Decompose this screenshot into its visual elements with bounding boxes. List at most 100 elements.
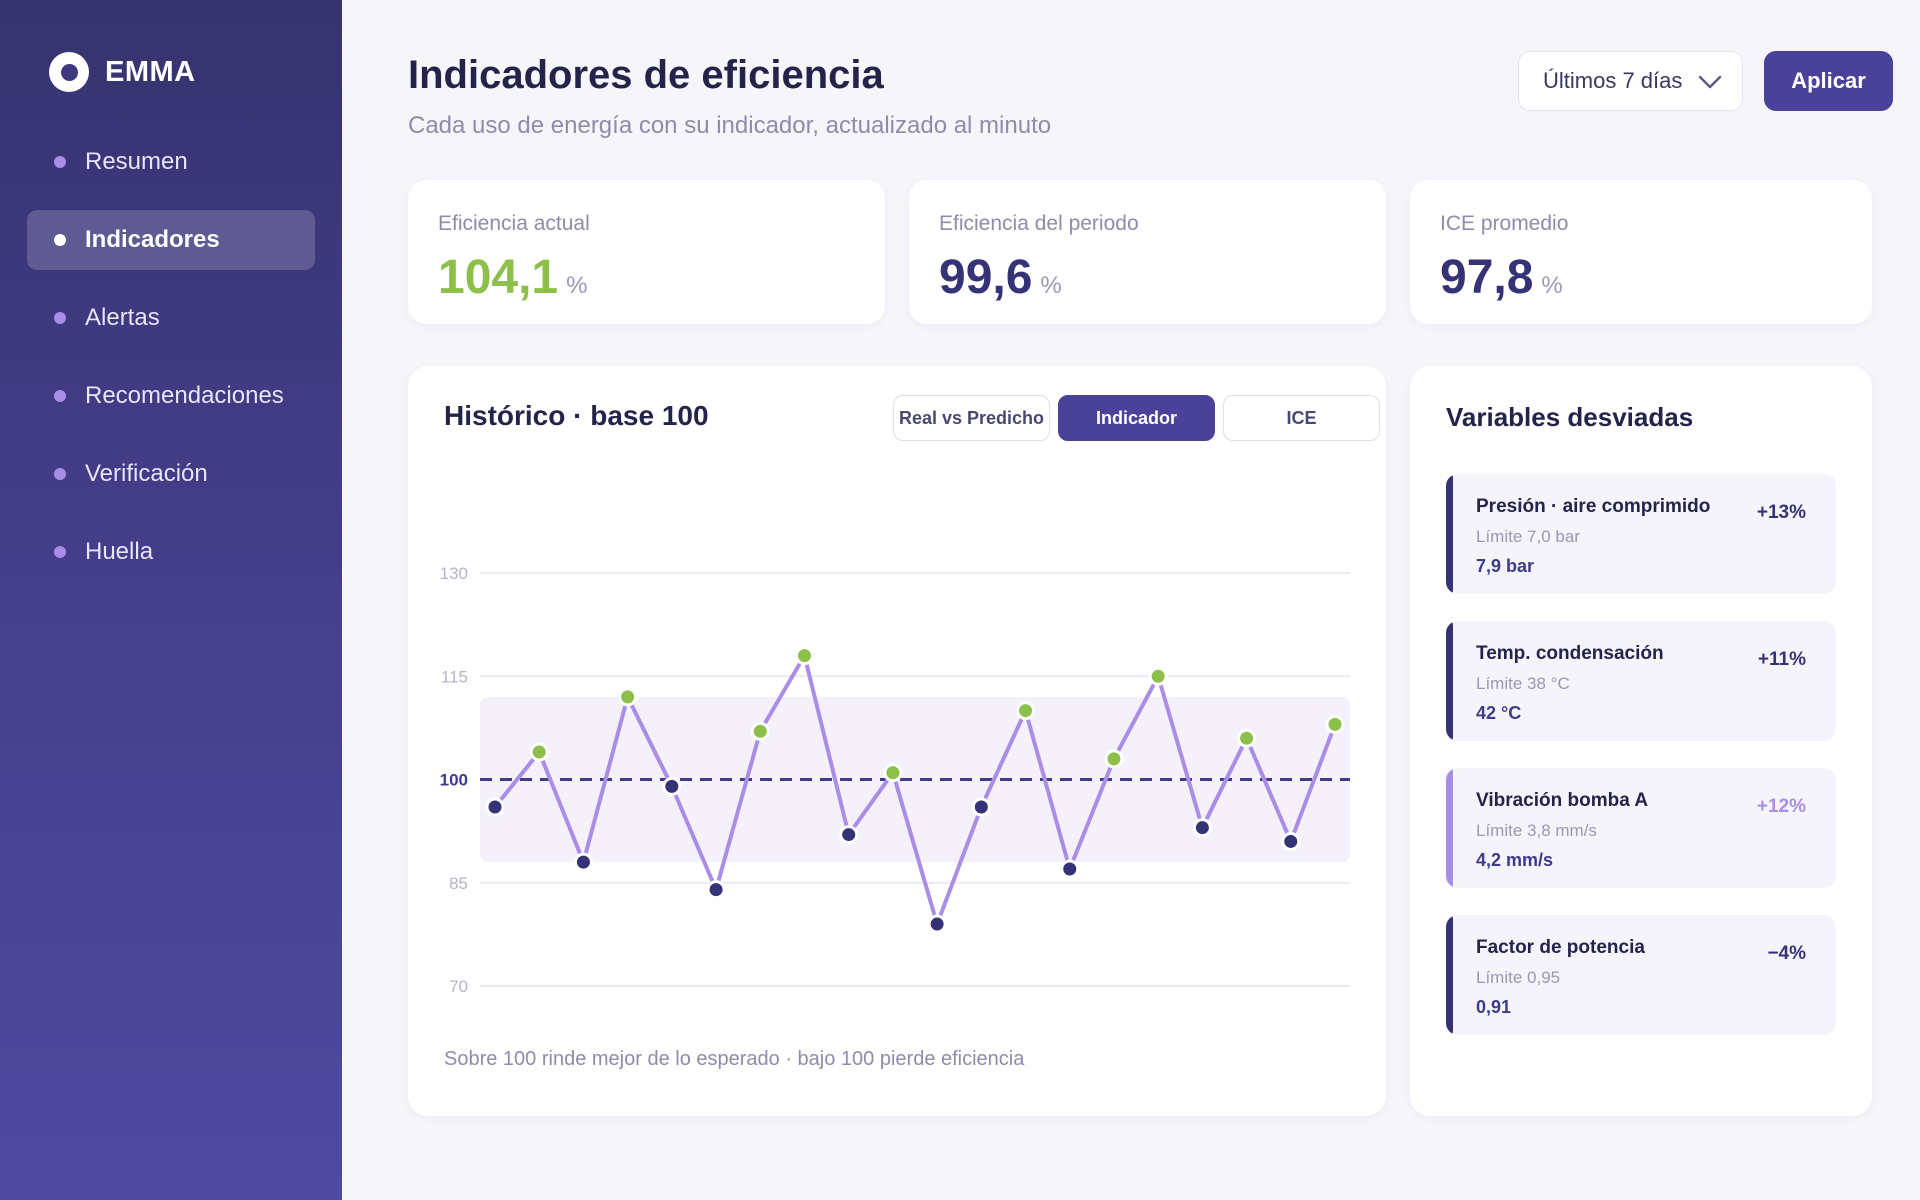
variable-delta: +11% <box>1757 649 1806 670</box>
variable-card[interactable]: Factor de potencia Límite 0,95 0,91 −4% <box>1446 915 1836 1035</box>
sidebar-item-indicadores[interactable]: Indicadores <box>27 210 315 270</box>
dot-icon <box>54 156 66 168</box>
data-point <box>485 797 505 817</box>
variable-accent-bar <box>1446 915 1453 1035</box>
data-point <box>662 776 682 796</box>
data-point <box>618 687 638 707</box>
variable-name: Presión · aire comprimido <box>1476 496 1711 517</box>
sidebar-item-huella[interactable]: Huella <box>27 522 315 582</box>
y-tick-label: 115 <box>441 667 468 686</box>
kpi-unit: % <box>1040 272 1062 299</box>
sidebar-item-label: Huella <box>85 538 154 565</box>
data-point <box>1148 666 1168 686</box>
data-point <box>1060 859 1080 879</box>
variable-value: 42 °C <box>1476 703 1522 723</box>
chart-tabs: Real vs Predicho Indicador ICE <box>893 395 1388 441</box>
data-point <box>971 797 991 817</box>
variable-limit: Límite 0,95 <box>1476 968 1561 987</box>
kpi-number: 99,6 <box>939 251 1033 304</box>
kpi-number: 104,1 <box>438 251 559 304</box>
brand[interactable]: EMMA <box>49 52 196 92</box>
page-title: Indicadores de eficiencia <box>408 53 884 97</box>
data-point <box>1192 818 1212 838</box>
sidebar-item-label: Alertas <box>85 304 160 331</box>
period-select[interactable]: Últimos 7 días <box>1518 51 1743 111</box>
variables-title: Variables desviadas <box>1446 402 1694 432</box>
data-point <box>573 852 593 872</box>
tab-indicador[interactable]: Indicador <box>1058 395 1215 441</box>
app-name: EMMA <box>105 55 196 88</box>
chart-note: Sobre 100 rinde mejor de lo esperado · b… <box>444 1048 1025 1070</box>
variable-delta: +12% <box>1756 796 1806 817</box>
variable-limit: Límite 38 °C <box>1476 674 1570 693</box>
data-point <box>529 742 549 762</box>
history-chart-panel: 130 115 100 85 70 Histórico · base 100 Real … <box>408 366 1386 1116</box>
variable-name: Factor de potencia <box>1476 937 1645 958</box>
data-point <box>927 914 947 934</box>
logo-icon <box>49 52 89 92</box>
kpi-number: 97,8 <box>1440 251 1534 304</box>
kpi-card-eficiencia-periodo: Eficiencia del periodo 99,6 % <box>909 180 1386 324</box>
deviated-variables-panel: Variables desviadas Presión · aire compr… <box>1410 366 1872 1116</box>
variable-limit: Límite 7,0 bar <box>1476 527 1580 546</box>
tab-ice[interactable]: ICE <box>1223 395 1380 441</box>
y-tick-label: 100 <box>440 771 468 790</box>
period-select-value: Últimos 7 días <box>1543 68 1683 93</box>
data-point <box>1016 701 1036 721</box>
y-tick-label: 85 <box>449 874 468 893</box>
kpi-label: ICE promedio <box>1440 212 1569 235</box>
data-point <box>883 763 903 783</box>
chevron-down-icon <box>1698 75 1722 89</box>
dot-icon <box>54 234 66 246</box>
chart-title: Histórico · base 100 <box>444 400 709 431</box>
history-chart: 130 115 100 85 70 <box>440 564 1350 996</box>
data-point <box>794 646 814 666</box>
sidebar-item-label: Verificación <box>85 460 208 487</box>
variable-accent-bar <box>1446 474 1453 594</box>
variable-value: 4,2 mm/s <box>1476 850 1554 870</box>
series-line <box>493 653 1337 927</box>
kpi-unit: % <box>1541 272 1563 299</box>
sidebar-item-recomendaciones[interactable]: Recomendaciones <box>27 366 315 426</box>
variable-accent-bar <box>1446 621 1453 741</box>
variable-name: Temp. condensación <box>1476 643 1664 664</box>
y-tick-label: 130 <box>440 564 468 583</box>
page-subtitle: Cada uso de energía con su indicador, ac… <box>408 112 1052 139</box>
sidebar-nav: Resumen Indicadores Alertas Recomendacio… <box>27 132 315 600</box>
dot-icon <box>54 546 66 558</box>
kpi-value: 97,8 % <box>1440 250 1563 305</box>
variable-card[interactable]: Vibración bomba A Límite 3,8 mm/s 4,2 mm… <box>1446 768 1836 888</box>
kpi-value: 99,6 % <box>939 250 1062 305</box>
kpi-card-eficiencia-actual: Eficiencia actual 104,1 % <box>408 180 885 324</box>
dot-icon <box>54 390 66 402</box>
variable-card[interactable]: Presión · aire comprimido Límite 7,0 bar… <box>1446 474 1836 594</box>
variable-name: Vibración bomba A <box>1476 790 1649 811</box>
sidebar-item-label: Resumen <box>85 148 188 175</box>
sidebar: EMMA Resumen Indicadores Alertas Recomen… <box>0 0 342 1200</box>
variable-card[interactable]: Temp. condensación Límite 38 °C 42 °C +1… <box>1446 621 1836 741</box>
kpi-unit: % <box>566 272 588 299</box>
sidebar-item-alertas[interactable]: Alertas <box>27 288 315 348</box>
data-point <box>706 880 726 900</box>
y-tick-label: 70 <box>449 977 468 996</box>
kpi-card-ice-promedio: ICE promedio 97,8 % <box>1410 180 1872 324</box>
tab-real-vs-predicho[interactable]: Real vs Predicho <box>893 395 1050 441</box>
efficiency-band <box>480 696 1350 863</box>
kpi-label: Eficiencia del periodo <box>939 212 1139 235</box>
data-point <box>1281 831 1301 851</box>
variable-delta: −4% <box>1767 943 1806 964</box>
variable-delta: +13% <box>1756 502 1806 523</box>
variable-accent-bar <box>1446 768 1453 888</box>
data-point <box>750 721 770 741</box>
apply-button[interactable]: Aplicar <box>1764 51 1893 111</box>
sidebar-item-resumen[interactable]: Resumen <box>27 132 315 192</box>
sidebar-item-label: Indicadores <box>85 226 220 253</box>
sidebar-item-label: Recomendaciones <box>85 382 284 409</box>
sidebar-item-verificacion[interactable]: Verificación <box>27 444 315 504</box>
data-point <box>1325 714 1345 734</box>
dot-icon <box>54 312 66 324</box>
data-point <box>839 825 859 845</box>
data-point <box>1104 749 1124 769</box>
kpi-label: Eficiencia actual <box>438 212 590 235</box>
dot-icon <box>54 468 66 480</box>
